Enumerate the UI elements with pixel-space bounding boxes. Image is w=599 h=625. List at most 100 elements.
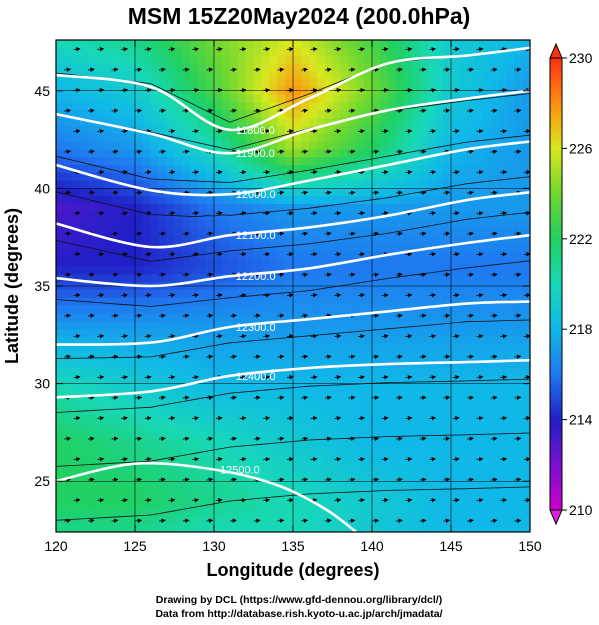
wind-arrow xyxy=(381,416,389,421)
field-cell xyxy=(411,344,420,353)
field-cell xyxy=(435,266,444,275)
field-cell xyxy=(253,313,262,322)
field-cell xyxy=(245,524,255,532)
field-cell xyxy=(206,110,215,119)
field-cell xyxy=(214,383,223,393)
field-cell xyxy=(293,453,302,463)
field-cell xyxy=(237,227,247,236)
field-cell xyxy=(221,500,231,510)
field-cell xyxy=(372,196,381,205)
field-cell xyxy=(387,446,397,455)
field-cell xyxy=(490,40,499,49)
field-cell xyxy=(285,399,294,408)
field-cell xyxy=(466,102,476,111)
field-cell xyxy=(316,453,326,463)
field-cell xyxy=(356,227,365,236)
field-cell xyxy=(332,461,341,471)
field-cell xyxy=(285,274,294,283)
field-cell xyxy=(95,492,104,502)
field-cell xyxy=(182,399,191,408)
field-cell xyxy=(300,485,310,494)
field-cell xyxy=(522,227,530,236)
field-cell xyxy=(474,118,484,127)
field-cell xyxy=(379,102,389,111)
field-cell xyxy=(150,110,160,119)
field-cell xyxy=(127,453,136,463)
field-cell xyxy=(372,71,381,80)
field-cell xyxy=(324,360,334,369)
field-cell xyxy=(474,446,484,455)
field-cell xyxy=(63,438,73,447)
field-cell xyxy=(245,164,255,174)
field-cell xyxy=(135,180,144,189)
field-cell xyxy=(285,86,294,96)
field-cell xyxy=(387,289,397,299)
wind-arrow xyxy=(277,190,285,196)
field-cell xyxy=(395,391,405,400)
field-cell xyxy=(285,516,294,525)
wind-arrow xyxy=(452,129,460,134)
field-cell xyxy=(79,524,89,532)
field-cell xyxy=(395,250,405,260)
field-cell xyxy=(308,399,318,408)
wind-arrow xyxy=(405,375,413,380)
field-cell xyxy=(324,407,334,416)
field-cell xyxy=(174,219,183,229)
field-cell xyxy=(482,196,492,205)
field-cell xyxy=(261,196,270,205)
wind-arrow xyxy=(429,252,437,257)
field-cell xyxy=(269,196,278,205)
wind-arrow xyxy=(500,334,508,339)
field-cell xyxy=(229,71,239,80)
wind-arrow xyxy=(263,88,271,93)
field-cell xyxy=(498,492,507,502)
field-cell xyxy=(474,336,484,346)
wind-arrow xyxy=(135,108,143,114)
field-cell xyxy=(466,391,476,400)
field-cell xyxy=(348,211,357,221)
field-cell xyxy=(127,485,136,494)
field-cell xyxy=(206,407,215,416)
wind-arrow xyxy=(111,313,119,319)
colorbar-min-arrow xyxy=(549,509,563,526)
field-cell xyxy=(135,243,144,252)
field-cell xyxy=(63,375,73,385)
field-cell xyxy=(158,180,168,189)
field-cell xyxy=(506,461,515,471)
field-cell xyxy=(435,469,444,478)
field-cell xyxy=(356,86,365,96)
field-cell xyxy=(490,149,499,158)
wind-arrow xyxy=(514,272,522,278)
field-cell xyxy=(293,86,302,96)
field-cell xyxy=(379,492,389,502)
field-cell xyxy=(324,336,334,346)
wind-arrow xyxy=(263,293,271,298)
field-cell xyxy=(482,321,492,330)
wind-arrow xyxy=(277,67,285,73)
field-cell xyxy=(451,492,460,502)
field-cell xyxy=(490,289,499,299)
field-cell xyxy=(119,469,128,478)
field-cell xyxy=(95,430,104,439)
wind-arrow xyxy=(215,211,223,216)
wind-arrow xyxy=(239,88,247,93)
field-cell xyxy=(166,204,176,213)
field-cell xyxy=(261,313,270,322)
field-cell xyxy=(71,516,81,525)
field-cell xyxy=(277,55,286,65)
field-cell xyxy=(451,63,460,72)
field-cell xyxy=(482,227,492,236)
field-cell xyxy=(419,180,428,189)
field-cell xyxy=(221,492,231,502)
field-cell xyxy=(63,469,73,478)
field-cell xyxy=(474,196,484,205)
field-cell xyxy=(372,282,381,291)
field-cell xyxy=(261,430,270,439)
field-cell xyxy=(419,414,428,424)
field-cell xyxy=(458,461,468,471)
field-cell xyxy=(56,399,65,408)
field-cell xyxy=(387,125,397,135)
field-cell xyxy=(316,516,326,525)
field-cell xyxy=(506,133,515,143)
field-cell xyxy=(142,266,152,275)
